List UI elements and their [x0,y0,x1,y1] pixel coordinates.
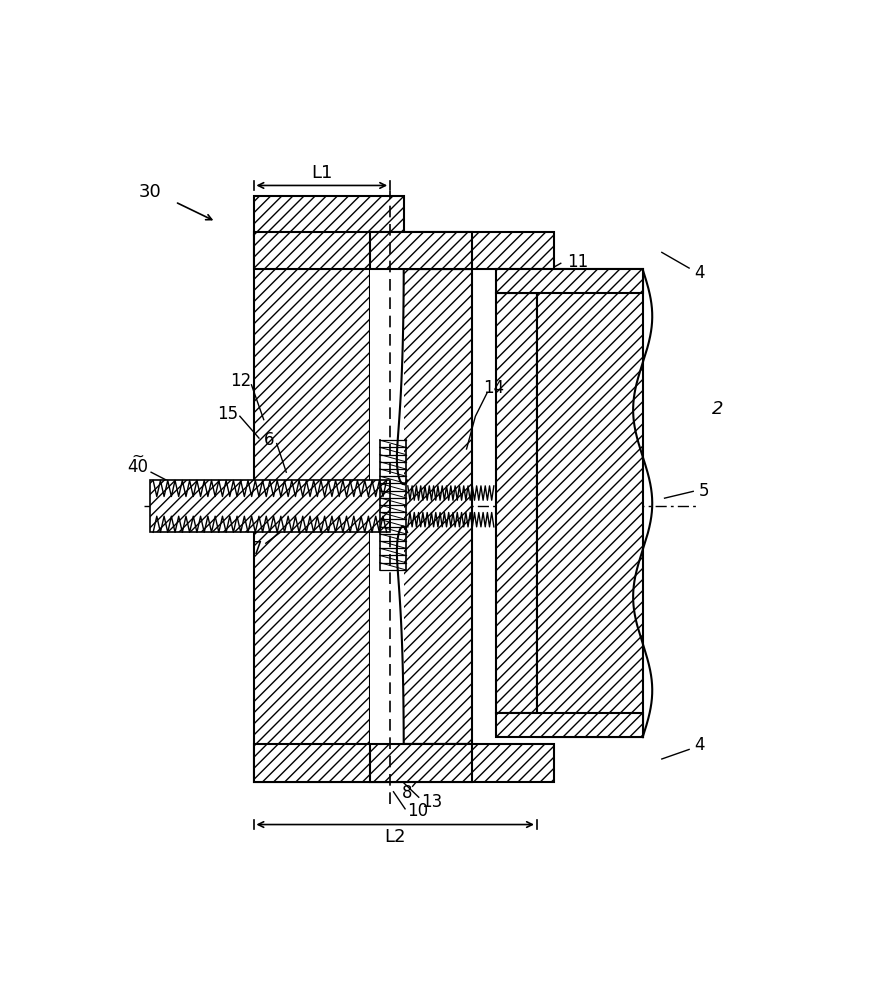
Bar [254,744,554,782]
Bar [254,196,403,235]
Text: L1: L1 [311,164,332,182]
Bar [370,232,472,269]
Text: 13: 13 [421,793,442,811]
Bar [254,232,554,269]
Text: 4: 4 [694,264,705,282]
Text: L2: L2 [384,828,406,846]
Text: 5: 5 [699,482,709,500]
Text: 14: 14 [484,379,505,397]
Text: 30: 30 [138,183,161,201]
Bar [496,713,642,737]
Text: ~: ~ [131,448,144,463]
Text: 11: 11 [567,253,589,271]
Text: 4: 4 [694,736,705,754]
Text: 15: 15 [217,405,238,423]
Bar [370,269,403,744]
Text: 6: 6 [264,431,275,449]
Text: 2: 2 [712,400,723,418]
Text: 10: 10 [407,802,428,820]
Text: 7: 7 [252,540,263,558]
Bar [537,269,642,737]
Bar [496,269,642,293]
Text: 8: 8 [402,784,412,802]
Bar [150,480,390,532]
Bar [254,235,403,782]
Text: 12: 12 [231,372,252,390]
Text: 40: 40 [127,458,148,476]
Bar [496,293,537,713]
Bar [370,269,472,744]
Bar [370,744,472,782]
